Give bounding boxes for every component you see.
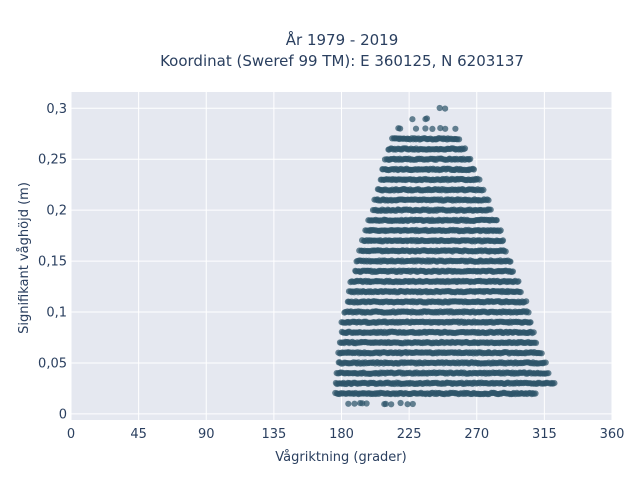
data-point	[527, 319, 534, 326]
data-point	[525, 309, 532, 316]
data-point	[542, 359, 549, 366]
data-point	[532, 390, 539, 397]
data-point	[404, 401, 411, 408]
data-point	[422, 125, 429, 132]
data-point	[485, 197, 492, 204]
data-point	[499, 237, 507, 244]
data-point	[423, 115, 430, 122]
data-point	[551, 380, 558, 387]
data-point	[509, 268, 516, 275]
data-point	[456, 136, 463, 143]
x-tick-label: 45	[130, 427, 147, 442]
data-points	[332, 104, 558, 408]
data-point	[388, 401, 395, 408]
x-tick-label: 135	[261, 427, 286, 442]
data-point	[397, 125, 404, 132]
data-point	[497, 227, 504, 234]
y-tick-label: 0,05	[38, 356, 67, 371]
data-point	[442, 105, 449, 112]
data-point	[351, 400, 358, 407]
data-point	[476, 176, 483, 183]
data-point	[487, 206, 494, 213]
data-point	[461, 145, 469, 152]
data-point	[545, 370, 552, 377]
x-axis-label: Vågriktning (grader)	[275, 450, 406, 465]
chart-subtitle: Koordinat (Sweref 99 TM): E 360125, N 62…	[160, 52, 524, 70]
data-point	[437, 125, 444, 132]
y-tick-label: 0,25	[38, 153, 67, 168]
data-point	[502, 248, 509, 255]
x-tick-label: 225	[397, 427, 422, 442]
data-point	[409, 116, 416, 123]
x-axis-ticks: 0 45 90 135 180 225 270 315 360	[67, 427, 625, 442]
y-tick-label: 0	[59, 407, 67, 422]
data-point	[467, 155, 474, 163]
data-point	[517, 289, 524, 296]
data-point	[363, 400, 370, 407]
y-axis-ticks: 0 0,05 0,1 0,15 0,2 0,25 0,3	[38, 102, 67, 423]
x-tick-label: 90	[198, 427, 215, 442]
x-tick-label: 270	[464, 427, 489, 442]
data-point	[470, 166, 477, 173]
data-point	[515, 278, 522, 285]
data-point	[493, 217, 500, 224]
data-point	[412, 125, 420, 132]
data-point	[452, 125, 459, 132]
x-tick-label: 315	[532, 427, 557, 442]
data-point	[523, 298, 530, 305]
y-tick-label: 0,2	[46, 204, 67, 219]
chart-title: År 1979 - 2019	[286, 30, 399, 49]
data-point	[532, 339, 540, 346]
x-tick-label: 180	[329, 427, 354, 442]
data-point	[436, 104, 443, 112]
x-tick-label: 0	[67, 427, 75, 442]
data-point	[538, 350, 545, 357]
y-axis-label: Signifikant våghöjd (m)	[17, 182, 32, 334]
data-point	[429, 125, 436, 132]
data-point	[397, 399, 404, 407]
data-point	[409, 400, 416, 408]
data-point	[442, 125, 449, 132]
data-point	[507, 258, 514, 265]
y-tick-label: 0,15	[38, 255, 67, 270]
data-point	[480, 186, 487, 193]
data-point	[530, 329, 537, 336]
x-tick-label: 360	[600, 427, 625, 442]
y-tick-label: 0,1	[46, 306, 67, 321]
data-point	[345, 400, 352, 407]
y-tick-label: 0,3	[46, 102, 67, 117]
data-point	[382, 400, 389, 407]
